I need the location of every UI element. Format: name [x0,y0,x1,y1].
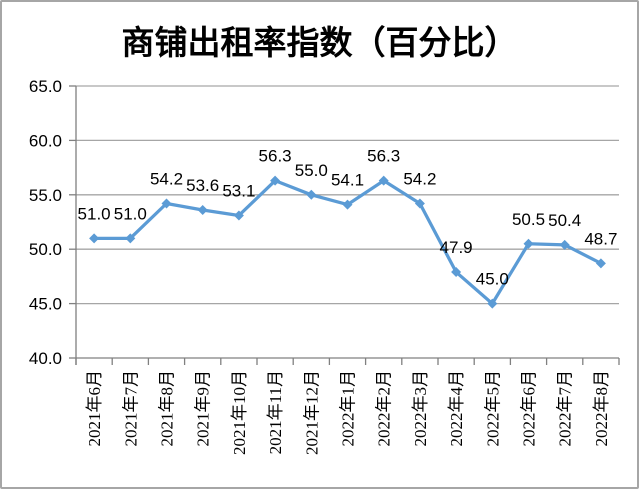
data-point-marker [270,175,281,186]
data-point-marker [378,175,389,186]
x-axis-label: 2021年6月 [85,370,104,447]
data-point-marker [414,198,425,209]
data-label: 45.0 [476,270,509,289]
x-axis-label: 2022年2月 [375,370,394,447]
x-axis-label: 2022年7月 [556,370,575,447]
series-line [92,179,603,306]
data-point-marker [125,233,136,244]
x-axis-label: 2021年8月 [158,370,177,447]
data-point-marker [306,189,317,200]
data-point-marker [89,233,100,244]
data-label: 53.6 [186,176,219,195]
x-axis-label: 2022年4月 [447,370,466,447]
data-point-marker [233,210,244,221]
data-point-marker [595,258,606,269]
data-point-marker [559,239,570,250]
data-label: 48.7 [584,229,617,248]
data-point-marker [342,199,353,210]
data-point-marker [451,267,462,278]
x-axis-label: 2021年12月 [302,370,321,455]
data-label: 55.0 [295,161,328,180]
data-point-marker [197,205,208,216]
data-point-marker [487,298,498,309]
chart-title: 商铺出租率指数（百分比） [121,26,518,62]
y-axis-label: 50.0 [29,240,62,259]
data-label: 47.9 [440,238,473,257]
x-axis-label: 2022年1月 [339,370,358,447]
data-label: 56.3 [259,147,292,166]
data-point-marker [523,238,534,249]
data-label: 50.4 [548,211,581,230]
data-label: 51.0 [78,204,111,223]
x-axis-label: 2021年9月 [194,370,213,447]
x-axis-label: 2021年10月 [230,370,249,455]
x-axis-label: 2021年7月 [121,370,140,447]
data-label: 54.2 [403,170,436,189]
data-label: 53.1 [222,181,255,200]
y-axis-label: 65.0 [29,77,62,96]
data-label: 56.3 [367,147,400,166]
data-label: 54.2 [150,170,183,189]
y-axis-label: 55.0 [29,186,62,205]
data-label: 51.0 [114,204,147,223]
y-axis-label: 60.0 [29,131,62,150]
data-label: 50.5 [512,210,545,229]
x-axis-label: 2022年6月 [520,370,539,447]
data-point-marker [161,198,172,209]
data-label: 54.1 [331,171,364,190]
x-axis-label: 2022年8月 [592,370,611,447]
x-axis-label: 2022年5月 [483,370,502,447]
x-axis-label: 2021年11月 [266,370,285,454]
x-axis-label: 2022年3月 [411,370,430,447]
y-axis-label: 45.0 [29,295,62,314]
y-axis-label: 40.0 [29,349,62,368]
